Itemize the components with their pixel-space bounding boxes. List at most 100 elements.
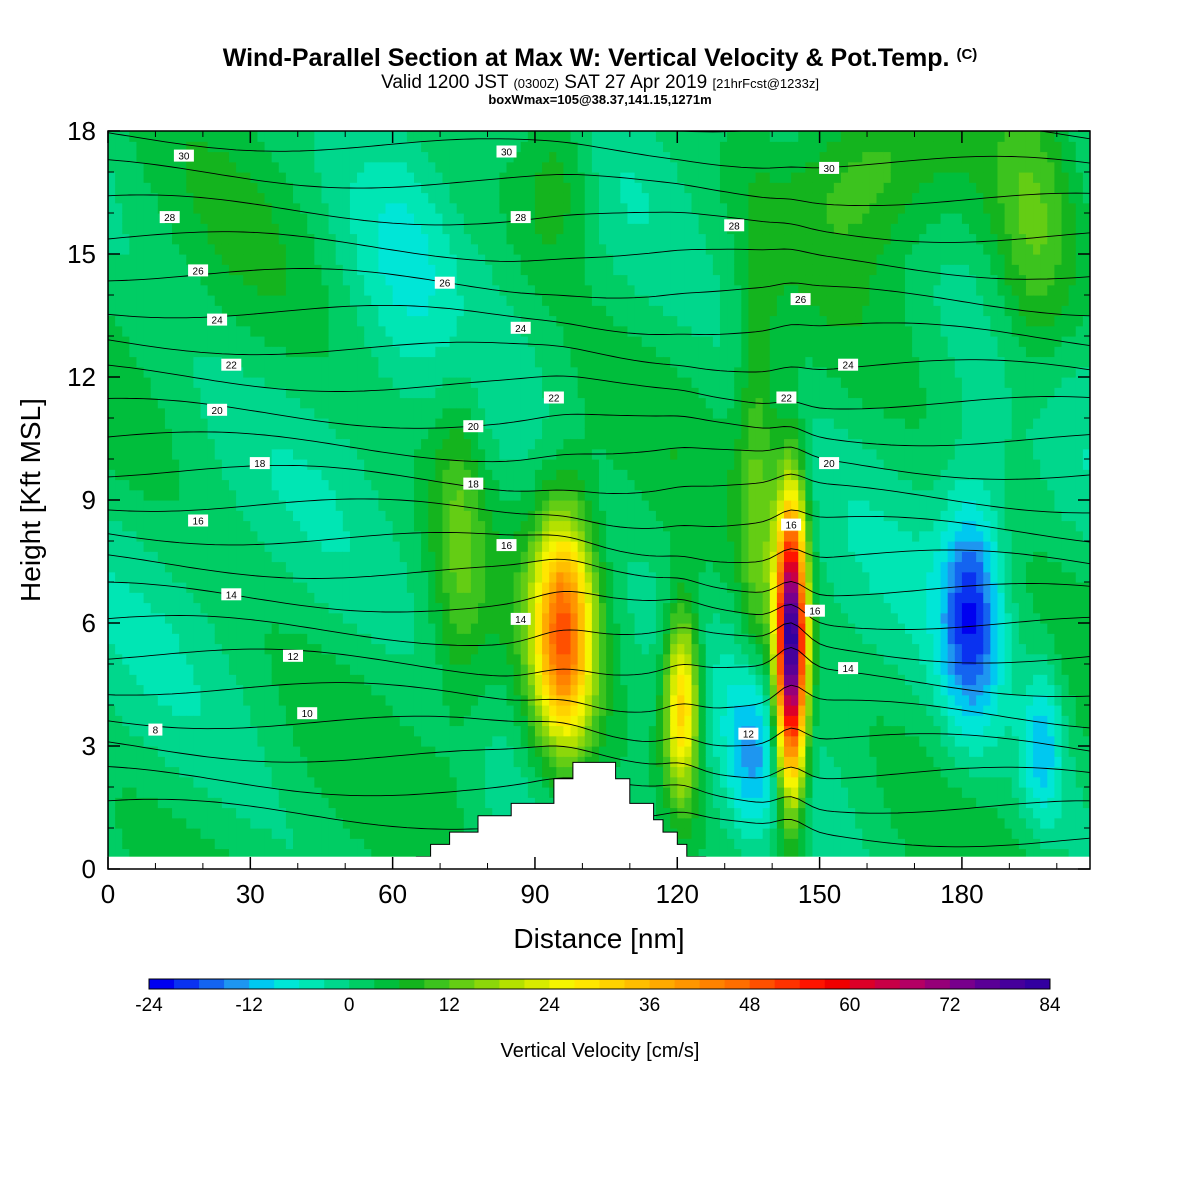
field-cell [442,407,451,419]
field-cell [364,438,372,450]
field-cell [492,469,500,481]
field-cell [108,725,116,737]
field-cell [520,295,529,306]
field-cell [364,243,372,255]
field-cell [115,766,123,778]
field-cell [136,797,145,809]
field-cell [264,448,273,460]
field-cell [214,643,223,655]
field-cell [549,520,557,532]
field-cell [285,192,294,204]
field-cell [406,325,415,337]
field-cell [328,746,337,757]
field-cell [485,418,493,429]
field-cell [584,602,593,614]
field-cell [122,602,130,614]
field-cell [456,674,465,686]
field-cell [150,459,159,470]
field-cell [435,807,444,819]
field-cell [321,776,330,788]
field-cell [307,561,315,573]
field-cell [399,766,408,778]
field-cell [527,407,536,419]
field-cell [577,551,586,563]
field-cell [243,366,251,378]
field-cell [136,582,145,593]
field-cell [527,551,536,563]
field-cell [463,787,472,798]
field-cell [385,500,394,511]
field-cell [549,530,557,542]
field-cell [478,776,486,788]
field-cell [108,828,116,839]
field-cell [534,653,543,665]
field-cell [221,500,230,511]
field-cell [136,838,145,850]
field-cell [115,664,123,675]
field-cell [577,284,586,296]
field-cell [136,418,145,429]
field-cell [164,776,173,788]
field-cell [314,633,323,645]
field-cell [335,653,344,665]
field-cell [314,346,323,358]
field-cell [108,479,116,491]
field-cell [150,151,159,163]
field-cell [193,848,202,860]
field-cell [456,797,465,809]
field-cell [492,254,500,265]
field-cell [122,223,130,235]
field-cell [449,254,458,265]
field-cell [591,233,600,245]
field-cell [506,274,515,286]
field-cell [285,407,294,419]
field-cell [271,182,280,194]
field-cell [371,448,380,460]
field-cell [157,202,166,214]
field-cell [499,500,508,511]
field-cell [413,500,422,511]
field-cell [570,131,579,142]
field-cell [364,828,372,839]
field-cell [335,776,344,788]
field-cell [399,684,408,696]
field-cell [513,202,522,214]
field-cell [513,500,522,511]
field-cell [136,541,145,552]
field-cell [129,848,138,860]
field-cell [485,776,493,788]
field-cell [435,817,444,829]
field-cell [385,346,394,358]
field-cell [122,541,130,552]
field-cell [108,213,116,224]
field-cell [250,612,259,624]
field-cell [293,602,301,614]
field-cell [349,469,358,481]
field-cell [406,643,415,655]
field-cell [200,735,209,747]
field-cell [264,397,273,409]
field-cell [285,418,294,429]
field-cell [563,274,572,286]
field-cell [463,151,472,163]
field-cell [570,264,579,276]
field-cell [172,315,180,327]
field-cell [293,766,301,778]
field-cell [243,664,251,675]
field-cell [413,694,422,706]
field-cell [357,377,365,388]
field-cell [492,387,500,399]
field-cell [136,520,145,532]
field-cell [406,284,415,296]
field-cell [321,612,330,624]
field-cell [442,571,451,583]
field-cell [591,643,600,655]
field-cell [357,469,365,481]
field-cell [349,213,358,224]
field-cell [478,356,486,368]
field-cell [129,756,138,768]
field-cell [250,438,259,450]
field-cell [300,325,308,337]
field-cell [357,500,365,511]
field-cell [236,366,244,378]
